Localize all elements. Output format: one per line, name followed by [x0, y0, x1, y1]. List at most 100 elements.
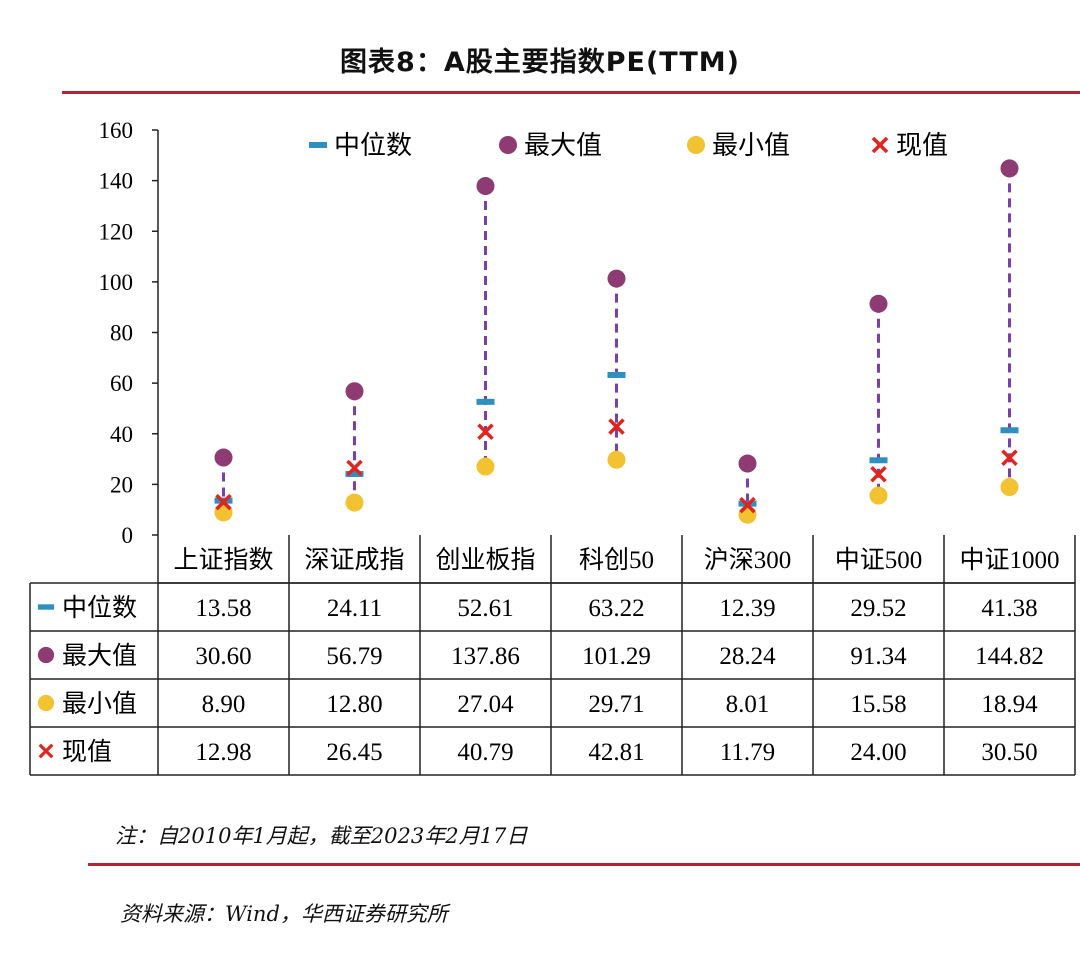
point-max [1000, 159, 1019, 178]
point-max [869, 294, 888, 313]
table-header-cell: 中证1000 [959, 546, 1059, 574]
x-stroke [38, 743, 54, 759]
table-row-marker [37, 694, 55, 712]
y-tick-label: 140 [99, 169, 134, 194]
table-header-cell: 中证500 [835, 546, 923, 574]
x-stroke [608, 418, 625, 435]
point-median [1000, 427, 1019, 434]
chart-source: 资料来源：Wind，华西证券研究所 [120, 902, 448, 926]
point-min [607, 450, 626, 469]
table-cell: 30.60 [195, 643, 251, 670]
legend-label: 最大值 [524, 131, 602, 161]
table-cell: 63.22 [588, 595, 644, 622]
table-cell: 26.45 [326, 739, 382, 766]
x-stroke [871, 136, 889, 154]
table-cell: 24.11 [327, 595, 382, 622]
point-median [476, 398, 495, 405]
table-cell: 137.86 [451, 643, 520, 670]
table-header-cell: 深证成指 [304, 546, 404, 574]
x-stroke [739, 496, 756, 514]
table-cell: 12.80 [326, 691, 382, 718]
legend-label: 现值 [896, 131, 948, 161]
y-tick-label: 20 [110, 472, 133, 497]
table-cell: 8.01 [726, 691, 770, 718]
table-cell: 12.39 [719, 595, 775, 622]
point-median [869, 457, 888, 464]
x-stroke [1001, 449, 1018, 467]
table-cell: 40.79 [457, 739, 513, 766]
legend-label: 中位数 [334, 131, 412, 161]
point-median [345, 470, 364, 477]
legend-marker-2 [687, 136, 705, 154]
point-max [738, 454, 757, 473]
point-current [477, 423, 494, 440]
table-header-cell: 科创50 [579, 546, 654, 574]
y-tick-label: 0 [122, 523, 134, 548]
point-current [739, 496, 756, 514]
point-max [476, 177, 495, 196]
table-cell: 8.90 [202, 691, 246, 718]
point-max [607, 269, 626, 288]
point-current [215, 493, 232, 511]
table-cell: 30.50 [981, 739, 1037, 766]
table-cell: 18.94 [981, 691, 1038, 718]
table-header-cell: 创业板指 [435, 546, 535, 574]
y-tick-label: 100 [99, 270, 134, 295]
point-current [1001, 449, 1018, 467]
table-cell: 27.04 [457, 691, 514, 718]
y-tick-label: 40 [110, 422, 133, 447]
x-stroke [870, 466, 887, 483]
point-min [476, 457, 495, 476]
table-cell: 29.71 [588, 691, 644, 718]
table-row-marker [37, 604, 55, 610]
table-cell: 41.38 [981, 595, 1037, 622]
table-cell: 11.79 [720, 739, 775, 766]
title-rule [62, 91, 1080, 94]
table-cell: 28.24 [719, 643, 776, 670]
point-min [345, 493, 364, 512]
point-current [346, 459, 363, 477]
table-cell: 24.00 [850, 739, 906, 766]
chart-title: 图表8：A股主要指数PE(TTM) [340, 47, 740, 78]
y-tick-label: 160 [99, 118, 134, 143]
point-current [870, 466, 887, 483]
point-median [607, 371, 626, 378]
legend-label: 最小值 [712, 131, 790, 161]
table-header-cell: 沪深300 [704, 546, 792, 574]
point-current [608, 418, 625, 435]
table-cell: 42.81 [588, 739, 644, 766]
table-cell: 12.98 [195, 739, 251, 766]
y-tick-label: 60 [110, 371, 133, 396]
table-cell: 52.61 [457, 595, 513, 622]
table-row-label: 最小值 [62, 690, 137, 718]
point-min [738, 505, 757, 524]
table-row-label: 现值 [62, 738, 112, 766]
table-row-label: 中位数 [62, 594, 137, 622]
legend-marker-1 [499, 136, 517, 154]
x-stroke [477, 423, 494, 440]
note-rule [88, 863, 1080, 866]
legend-marker-3 [871, 136, 889, 154]
point-min [869, 486, 888, 505]
data-table [29, 535, 1076, 776]
table-row-label: 最大值 [62, 642, 137, 670]
x-stroke [346, 459, 363, 477]
table-row-marker [37, 646, 55, 664]
table-cell: 29.52 [850, 595, 906, 622]
point-max [214, 448, 233, 467]
table-cell: 13.58 [195, 595, 251, 622]
point-min [1000, 478, 1019, 497]
table-cell: 101.29 [582, 643, 651, 670]
point-max [345, 382, 364, 401]
table-cell: 91.34 [850, 643, 907, 670]
y-tick-label: 120 [99, 219, 134, 244]
table-cell: 15.58 [850, 691, 906, 718]
table-row-marker [38, 743, 54, 759]
y-tick-label: 80 [110, 321, 133, 346]
x-stroke [215, 493, 232, 511]
table-cell: 144.82 [975, 643, 1044, 670]
chart-note: 注：自2010年1月起，截至2023年2月17日 [115, 824, 528, 848]
legend-marker-0 [309, 142, 327, 148]
table-cell: 56.79 [326, 643, 382, 670]
